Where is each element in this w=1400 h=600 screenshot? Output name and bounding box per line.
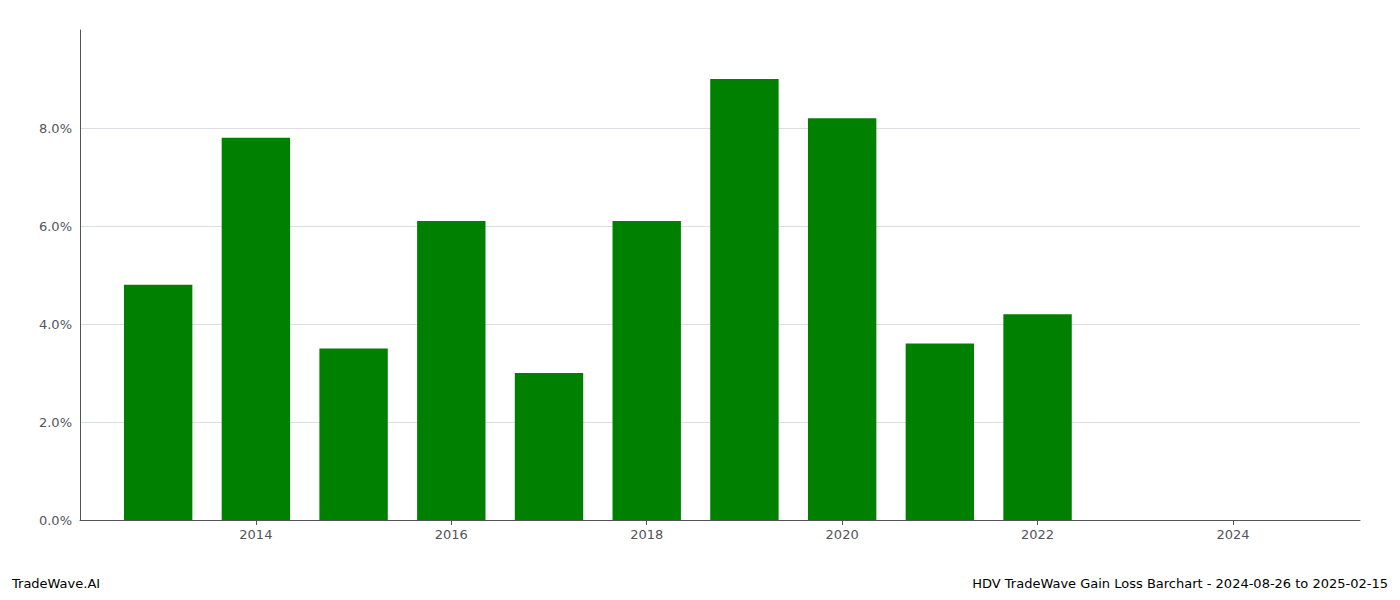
svg-text:8.0%: 8.0% xyxy=(39,121,72,136)
svg-text:0.0%: 0.0% xyxy=(39,513,72,528)
svg-text:2018: 2018 xyxy=(630,527,663,542)
svg-text:2016: 2016 xyxy=(435,527,468,542)
svg-text:2020: 2020 xyxy=(826,527,859,542)
svg-text:TradeWave.AI: TradeWave.AI xyxy=(11,576,100,591)
svg-text:6.0%: 6.0% xyxy=(39,219,72,234)
svg-text:4.0%: 4.0% xyxy=(39,317,72,332)
svg-text:2014: 2014 xyxy=(239,527,272,542)
svg-text:HDV TradeWave Gain Loss Barcha: HDV TradeWave Gain Loss Barchart - 2024-… xyxy=(972,576,1388,591)
svg-text:2024: 2024 xyxy=(1216,527,1249,542)
svg-text:2.0%: 2.0% xyxy=(39,415,72,430)
svg-text:2022: 2022 xyxy=(1021,527,1054,542)
